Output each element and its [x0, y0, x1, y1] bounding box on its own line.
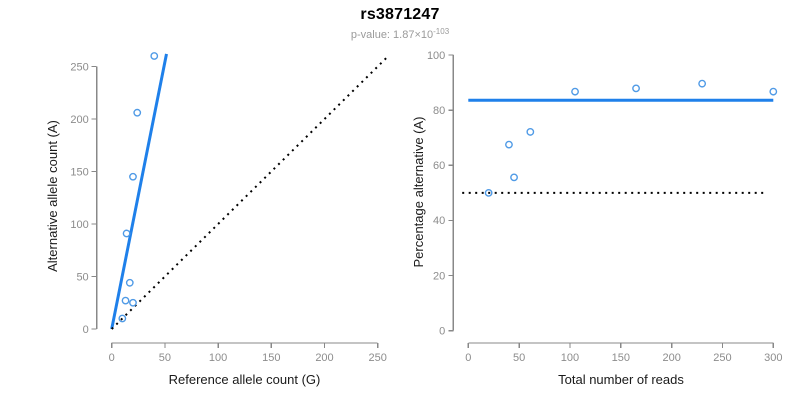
y-tick-label: 80	[433, 105, 445, 117]
y-tick-label: 0	[439, 326, 445, 338]
data-point	[526, 128, 535, 136]
identity-line	[110, 57, 387, 330]
x-tick-label: 150	[262, 352, 280, 364]
plot-left: 0 50 100 150 200 250 0 50 100 150 200 250	[70, 52, 387, 364]
x-tick-label: 100	[209, 352, 227, 364]
y-tick-label: 40	[433, 215, 445, 227]
x-tick-label: 0	[109, 352, 115, 364]
data-point	[484, 188, 493, 197]
x-tick-label: 200	[315, 352, 333, 364]
data-point	[632, 84, 640, 93]
data-point	[150, 52, 159, 60]
y-tick-label: 200	[70, 114, 88, 126]
y-tick-label: 0	[83, 324, 89, 336]
data-point	[769, 87, 778, 96]
x-tick-label: 250	[713, 352, 731, 364]
x-tick-label: 0	[465, 352, 471, 364]
data-point	[505, 140, 513, 149]
data-point	[133, 108, 142, 117]
y-tick-label: 150	[70, 166, 88, 178]
pvalue-text: p-value: 1.87×10	[350, 29, 434, 41]
plot-right: 0 20 40 60 80 100 0 50 100 150 200 250 300	[427, 50, 783, 364]
left-xaxis-label: Reference allele count (G)	[168, 372, 321, 387]
data-point	[698, 79, 707, 88]
y-tick-label: 20	[433, 270, 445, 282]
plot-title: rs3871247	[360, 6, 440, 23]
plot-subtitle: p-value: 1.87×10-103	[0, 27, 800, 41]
x-tick-label: 100	[561, 352, 579, 364]
x-tick-label: 250	[369, 352, 387, 364]
pvalue-exponent: -103	[433, 27, 450, 36]
y-tick-label: 100	[427, 50, 445, 62]
data-point	[121, 296, 130, 305]
data-point	[571, 87, 579, 96]
data-point	[129, 172, 137, 181]
x-tick-label: 200	[662, 352, 680, 364]
data-point	[118, 314, 127, 323]
x-tick-label: 300	[764, 352, 782, 364]
x-tick-label: 150	[612, 352, 630, 364]
x-tick-label: 50	[513, 352, 525, 364]
data-point	[122, 229, 131, 238]
right-yaxis-label: Percentage alternative (A)	[411, 116, 426, 268]
data-point	[125, 278, 134, 287]
x-tick-label: 50	[159, 352, 171, 364]
data-point	[510, 173, 518, 182]
data-point	[129, 298, 137, 307]
right-xaxis-label: Total number of reads	[558, 372, 684, 387]
y-tick-label: 250	[70, 61, 88, 73]
y-tick-label: 100	[70, 219, 88, 231]
fit-line	[110, 53, 168, 330]
left-yaxis-label: Alternative allele count (A)	[45, 120, 60, 272]
y-tick-label: 60	[433, 160, 445, 172]
y-tick-label: 50	[76, 271, 88, 283]
